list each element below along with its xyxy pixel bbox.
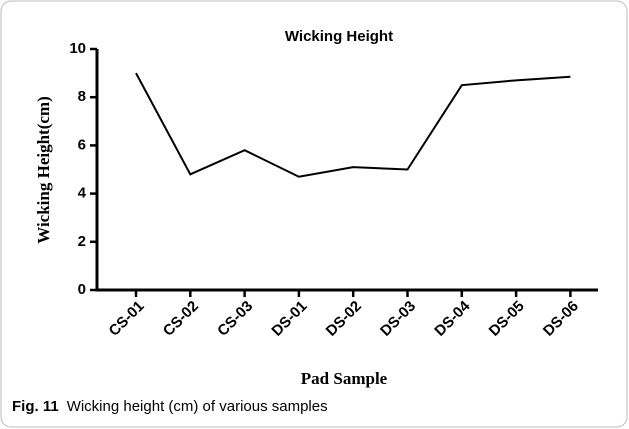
x-axis-label: Pad Sample: [301, 369, 388, 388]
caption: Fig. 11 Wicking height (cm) of various sa…: [12, 398, 328, 415]
y-axis-label: Wicking Height(cm): [34, 96, 53, 243]
y-tick-label: 0: [78, 281, 86, 298]
data-line: [135, 72, 571, 178]
chart-title: Wicking Height: [285, 28, 393, 45]
caption-label: Fig. 11: [12, 398, 59, 415]
y-tick-label: 8: [78, 88, 86, 105]
y-tick-label: 10: [69, 40, 86, 57]
caption-text: Wicking height (cm) of various samples: [67, 398, 328, 415]
y-tick-label: 2: [78, 233, 86, 250]
y-tick-label: 4: [78, 185, 87, 202]
y-tick-label: 6: [78, 136, 86, 153]
